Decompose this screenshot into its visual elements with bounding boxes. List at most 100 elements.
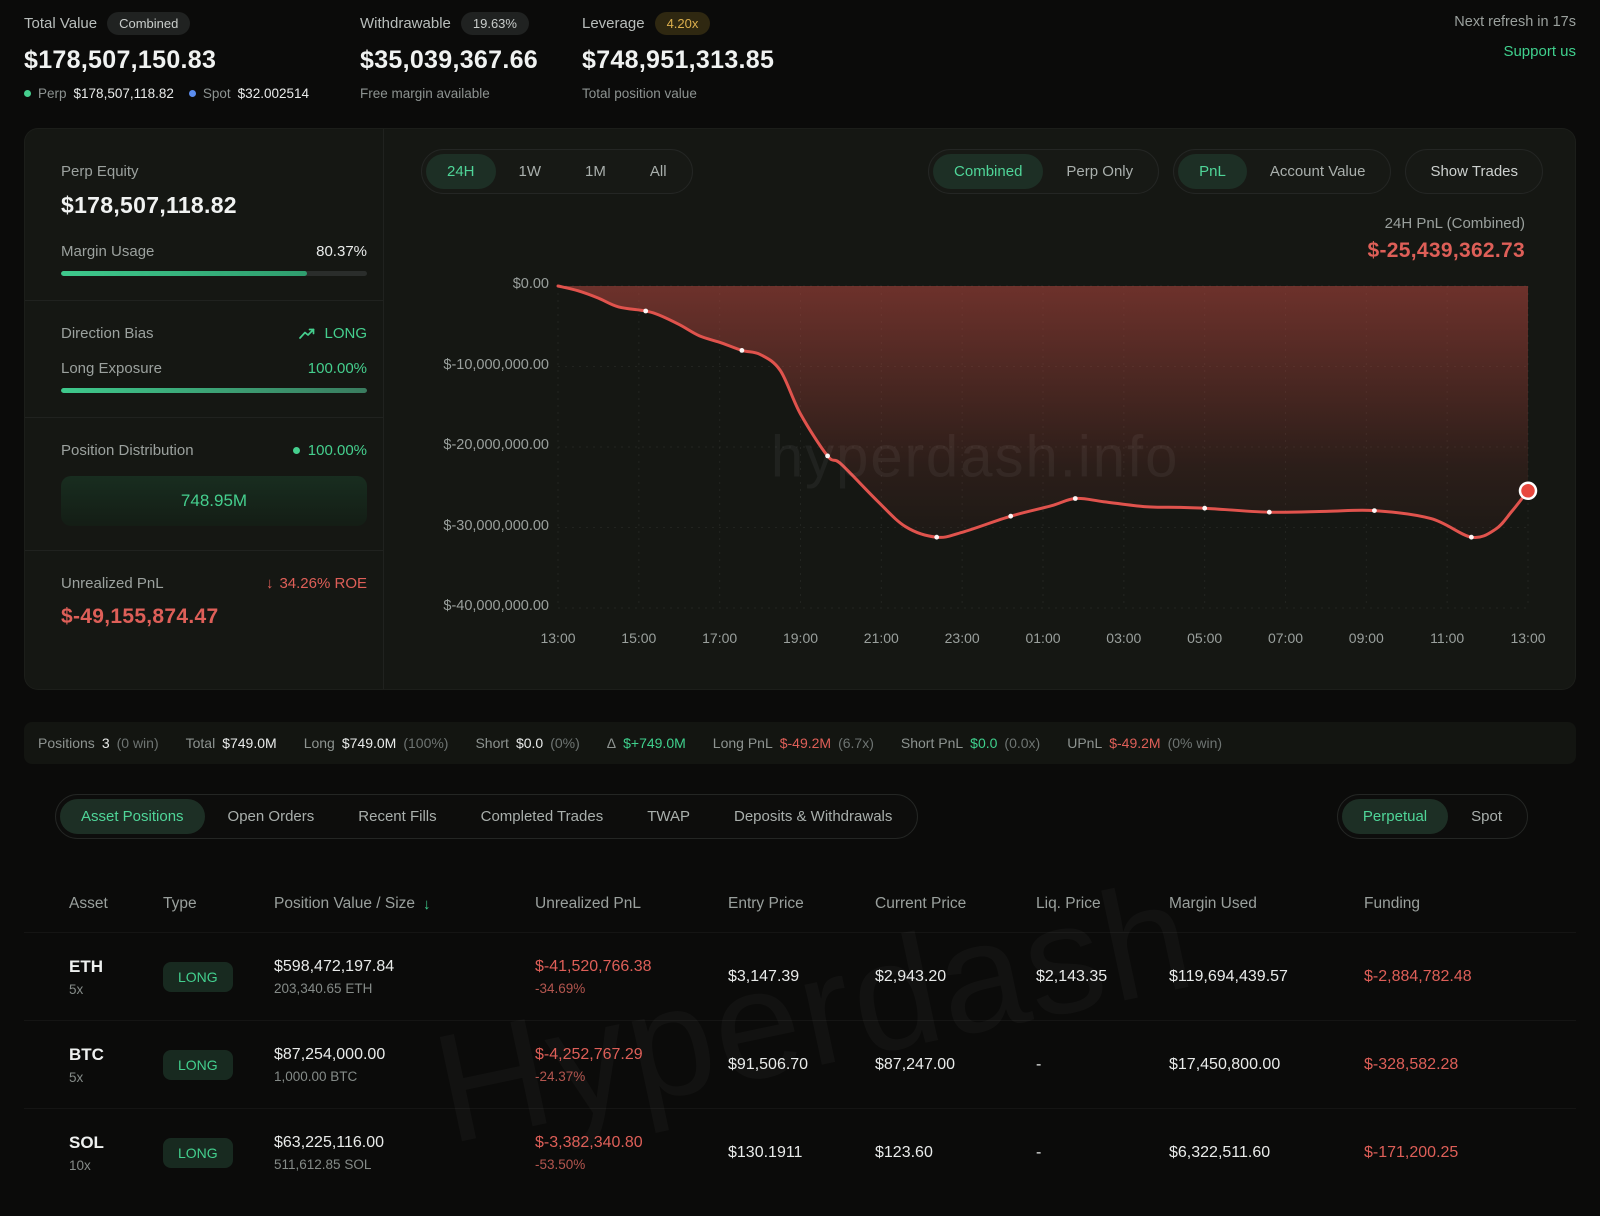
column-header-unrealized-pnl[interactable]: Unrealized PnL — [535, 895, 641, 912]
main-tabs: Asset Positions Open Orders Recent Fills Co… — [55, 794, 919, 839]
x-axis-label: 19:00 — [782, 630, 819, 646]
x-axis-label: 03:00 — [1106, 630, 1142, 646]
liq-price: $2,143.35 — [1036, 967, 1108, 985]
current-price: $87,247.00 — [875, 1055, 956, 1073]
withdrawable-stat: Withdrawable 19.63% $35,039,367.66 Free … — [360, 12, 538, 101]
pnl-chart-section: 24H 1W 1M All Combined Perp Only PnL Account … — [384, 129, 1575, 689]
summary-item-value: $0.0 — [970, 735, 998, 751]
position-distribution-box[interactable]: 748.95M — [61, 476, 367, 526]
pnl-readout-label: 24H PnL (Combined) — [1384, 215, 1525, 232]
current-price: $123.60 — [875, 1143, 933, 1161]
tab-twap[interactable]: TWAP — [626, 799, 711, 834]
divider — [25, 550, 383, 551]
scope-toggle: Combined Perp Only — [928, 149, 1160, 194]
time-range-1w[interactable]: 1W — [498, 154, 563, 189]
scope-perp-only[interactable]: Perp Only — [1045, 154, 1154, 189]
tab-completed-trades[interactable]: Completed Trades — [460, 799, 625, 834]
position-type-badge: LONG — [163, 1049, 233, 1080]
direction-bias-label: Direction Bias — [61, 325, 154, 342]
time-range-1m[interactable]: 1M — [564, 154, 627, 189]
long-exposure-label: Long Exposure — [61, 360, 162, 377]
unrealized-pnl-label: Unrealized PnL — [61, 575, 164, 592]
column-header-funding[interactable]: Funding — [1364, 895, 1421, 912]
position-distribution-label: Position Distribution — [61, 442, 194, 459]
position-value: $87,254,000.00 — [274, 1045, 386, 1063]
scope-combined[interactable]: Combined — [933, 154, 1044, 189]
funding: $-328,582.28 — [1364, 1055, 1459, 1073]
summary-item-extra: (0%) — [550, 735, 580, 751]
column-header-entry-price[interactable]: Entry Price — [728, 895, 804, 912]
summary-item-label: Δ — [606, 735, 617, 751]
asset-symbol: BTC — [69, 1044, 104, 1064]
withdrawable-sub: Free margin available — [360, 86, 490, 101]
asset-leverage: 5x — [69, 981, 84, 997]
pnl-readout: 24H PnL (Combined) $-25,439,362.73 — [1368, 215, 1525, 263]
summary-item: Short PnL $0.0 (0.0x) — [901, 735, 1040, 751]
summary-item: Δ $+749.0M — [607, 735, 686, 751]
x-axis-label: 17:00 — [702, 630, 738, 646]
funding: $-171,200.25 — [1364, 1143, 1459, 1161]
column-header-asset[interactable]: Asset — [69, 895, 108, 912]
summary-item-value: $749.0M — [341, 735, 397, 751]
position-size: 1,000.00 BTC — [274, 1068, 358, 1084]
margin-usage-value: 80.37% — [316, 243, 367, 260]
x-axis-label: 01:00 — [1025, 630, 1061, 646]
table-row[interactable]: SOL 10x LONG $63,225,116.00 511,612.85 SOL $-… — [24, 1108, 1576, 1196]
perp-equity-label: Perp Equity — [61, 163, 139, 180]
total-value-label: Total Value — [24, 15, 98, 32]
show-trades-button[interactable]: Show Trades — [1405, 149, 1543, 194]
unrealized-pnl-pct: -24.37% — [535, 1068, 586, 1084]
market-toggle: Perpetual Spot — [1336, 794, 1528, 839]
metric-pnl[interactable]: PnL — [1178, 154, 1247, 189]
support-us-link[interactable]: Support us — [1503, 43, 1576, 60]
summary-item-extra: (0.0x) — [1004, 735, 1041, 751]
tab-asset-positions[interactable]: Asset Positions — [60, 799, 205, 834]
market-spot[interactable]: Spot — [1450, 799, 1523, 834]
column-header-type[interactable]: Type — [163, 895, 197, 912]
y-axis-label: $-10,000,000.00 — [443, 356, 549, 373]
unrealized-pnl: $-41,520,766.38 — [535, 957, 652, 975]
account-stats-panel: Perp Equity $178,507,118.82 Margin Usage… — [25, 129, 384, 689]
arrow-down-icon: ↓ — [265, 575, 274, 592]
summary-item-label: Positions — [38, 735, 95, 751]
summary-item-label: Long — [303, 735, 335, 751]
position-size: 203,340.65 ETH — [274, 980, 373, 996]
summary-item: Positions 3 (0 win) — [38, 735, 159, 751]
summary-item-value: $749.0M — [222, 735, 277, 751]
unrealized-pnl-pct: -34.69% — [535, 980, 586, 996]
column-header-current-price[interactable]: Current Price — [875, 895, 967, 912]
liq-price: - — [1036, 1055, 1042, 1073]
perp-value: $178,507,118.82 — [73, 86, 174, 101]
margin-used: $17,450,800.00 — [1169, 1055, 1281, 1073]
positions-summary-bar: Positions 3 (0 win) Total $749.0M Long $749.0M… — [24, 722, 1576, 764]
tab-recent-fills[interactable]: Recent Fills — [337, 799, 457, 834]
time-range-24h[interactable]: 24H — [426, 154, 496, 189]
summary-item-value: 3 — [101, 735, 110, 751]
summary-item: Total $749.0M — [186, 735, 277, 751]
position-value: $598,472,197.84 — [274, 957, 395, 975]
column-header-margin-used[interactable]: Margin Used — [1169, 895, 1257, 912]
tab-deposits-withdrawals[interactable]: Deposits & Withdrawals — [713, 799, 913, 834]
market-perpetual[interactable]: Perpetual — [1341, 799, 1449, 834]
portfolio-card: Perp Equity $178,507,118.82 Margin Usage… — [24, 128, 1576, 690]
tab-open-orders[interactable]: Open Orders — [207, 799, 336, 834]
time-range-tabs: 24H 1W 1M All — [421, 149, 693, 194]
time-range-all[interactable]: All — [629, 154, 688, 189]
position-size: 511,612.85 SOL — [274, 1156, 372, 1172]
topbar: Total Value Combined $178,507,150.83 Per… — [0, 0, 1600, 110]
summary-item: Short $0.0 (0%) — [475, 735, 579, 751]
asset-positions-table: Asset Type Position Value / Size ↓ Unrealize… — [24, 876, 1576, 1216]
position-distribution-pct: 100.00% — [307, 442, 367, 459]
withdrawable-amount: $35,039,367.66 — [360, 46, 538, 74]
metric-account-value[interactable]: Account Value — [1249, 154, 1387, 189]
table-row[interactable]: ETH 5x LONG $598,472,197.84 203,340.65 ETH $-… — [24, 932, 1576, 1020]
unrealized-pnl-pct: -53.50% — [535, 1156, 586, 1172]
table-row[interactable]: BTC 5x LONG $87,254,000.00 1,000.00 BTC $-4,2… — [24, 1020, 1576, 1108]
pnl-chart-plot[interactable]: hyperdash.info 13:0015:0017:0019:0021:00… — [540, 284, 1546, 646]
spot-label: Spot — [202, 86, 231, 101]
long-exposure-value: 100.00% — [307, 360, 367, 377]
margin-used: $6,322,511.60 — [1169, 1143, 1271, 1161]
column-header-liq-price[interactable]: Liq. Price — [1036, 895, 1101, 912]
column-header-position-value-size[interactable]: Position Value / Size ↓ — [274, 895, 431, 913]
